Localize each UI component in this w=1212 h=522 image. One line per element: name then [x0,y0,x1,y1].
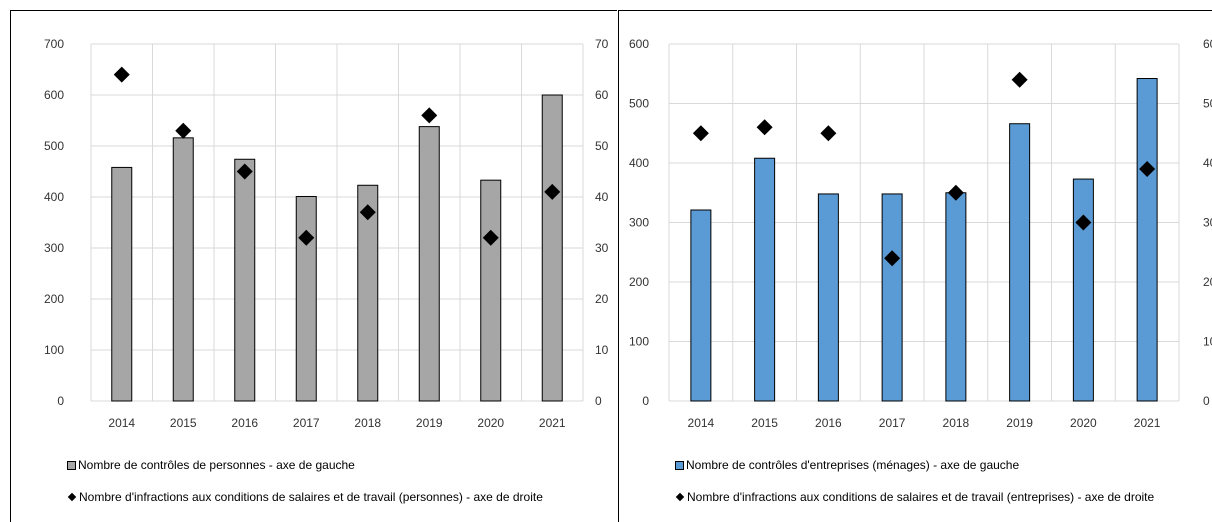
legend-label-bar: Nombre de contrôles de personnes - axe d… [78,458,355,472]
y-left-tick-label: 100 [629,335,649,349]
bar-2014 [111,166,133,402]
diamond-marker-2017 [884,250,901,267]
x-tick-label: 2018 [354,416,381,430]
diamond-marker-2015 [175,122,192,139]
x-tick-label: 2021 [539,416,566,430]
diamond-marker-2018 [947,184,964,201]
diamond-marker-2019 [1011,71,1028,88]
y-left-tick-label: 500 [629,97,649,111]
y-left-tick-label: 600 [629,37,649,51]
bar-2017 [881,193,903,402]
y-right-tick-label: 10 [1203,335,1212,349]
legend-item-diamond: Nombre d'infractions aux conditions de s… [67,490,543,504]
diamond-marker-2021 [1139,160,1156,177]
bar-2014 [690,209,712,402]
legend-item-diamond: Nombre d'infractions aux conditions de s… [675,490,1154,504]
bar-2019 [418,126,440,402]
x-tick-label: 2015 [751,416,778,430]
x-tick-label: 2015 [170,416,197,430]
y-right-tick-label: 0 [1203,394,1210,408]
diamond-marker-2020 [482,229,499,246]
legend-label-diamond: Nombre d'infractions aux conditions de s… [79,490,543,504]
x-tick-label: 2014 [688,416,715,430]
legend-label-diamond: Nombre d'infractions aux conditions de s… [687,490,1155,504]
y-left-tick-label: 400 [629,156,649,170]
diamond-marker-2020 [1075,214,1092,231]
y-left-tick-label: 0 [57,394,64,408]
diamond-marker-2019 [421,107,438,124]
y-right-tick-label: 40 [1203,156,1212,170]
y-right-tick-label: 30 [595,241,609,255]
bar-2016 [234,158,256,402]
x-tick-label: 2018 [943,416,970,430]
legend-swatch-gray [67,460,76,470]
x-tick-label: 2017 [879,416,906,430]
y-right-tick-label: 0 [595,394,602,408]
diamond-marker-2021 [544,183,561,200]
diamond-marker-2015 [756,119,773,136]
x-tick-label: 2020 [1070,416,1097,430]
bar-2019 [1009,123,1031,402]
x-tick-label: 2021 [1134,416,1161,430]
x-tick-label: 2019 [1006,416,1033,430]
chart-personnes: 0 100 200 300 400 500 600 700 0 10 20 30 40 50 60 70 201… [44,37,609,430]
legend-diamond-icon [67,492,77,502]
legend-diamond-icon [675,492,685,502]
y-left-tick-label: 200 [44,292,64,306]
bar-2018 [945,192,967,402]
diamond-marker-2017 [298,229,315,246]
y-left-tick-label: 200 [629,275,649,289]
y-right-tick-label: 70 [595,37,609,51]
diamond-marker-2018 [359,204,376,221]
x-tick-label: 2017 [293,416,320,430]
x-tick-label: 2014 [108,416,135,430]
y-left-tick-label: 700 [44,37,64,51]
legend-swatch-blue [675,460,684,470]
legend-item-bar: Nombre de contrôles d'entreprises (ménag… [675,458,1019,472]
y-left-tick-label: 300 [44,241,64,255]
legend-item-bar: Nombre de contrôles de personnes - axe d… [67,458,355,472]
y-left-tick-label: 400 [44,190,64,204]
bar-2020 [480,179,502,402]
diamond-marker-2014 [113,66,130,83]
y-right-tick-label: 40 [595,190,609,204]
bar-2021 [1136,78,1158,402]
y-right-tick-label: 10 [595,343,609,357]
bar-2016 [817,193,839,402]
x-tick-label: 2019 [416,416,443,430]
bar-2015 [172,137,194,402]
y-right-tick-label: 60 [595,88,609,102]
y-left-tick-label: 300 [629,216,649,230]
y-right-tick-label: 30 [1203,216,1212,230]
y-right-tick-label: 60 [1203,37,1212,51]
x-tick-label: 2016 [815,416,842,430]
legend-label-bar: Nombre de contrôles d'entreprises (ménag… [686,458,1020,472]
diamond-marker-2016 [820,125,837,142]
chart-entreprises: 0 100 200 300 400 500 600 0 10 20 30 40 50 60 2014 2015… [629,37,1212,430]
diamond-marker-2016 [236,163,253,180]
y-right-tick-label: 50 [1203,97,1212,111]
bar-2018 [357,184,379,402]
y-left-tick-label: 600 [44,88,64,102]
bar-2021 [541,94,563,402]
bar-2020 [1072,178,1094,402]
x-tick-label: 2020 [477,416,504,430]
bar-2017 [295,195,317,402]
diamond-marker-2014 [692,125,709,142]
y-left-tick-label: 500 [44,139,64,153]
chart-panel-personnes: 0 100 200 300 400 500 600 700 0 10 20 30 40 50 60 70 201… [10,10,617,522]
y-right-tick-label: 20 [595,292,609,306]
y-right-tick-label: 20 [1203,275,1212,289]
y-left-tick-label: 0 [642,394,649,408]
bar-2015 [754,157,776,402]
chart-panel-entreprises: 0 100 200 300 400 500 600 0 10 20 30 40 50 60 2014 2015… [618,10,1212,522]
y-right-tick-label: 50 [595,139,609,153]
y-left-tick-label: 100 [44,343,64,357]
x-tick-label: 2016 [231,416,258,430]
